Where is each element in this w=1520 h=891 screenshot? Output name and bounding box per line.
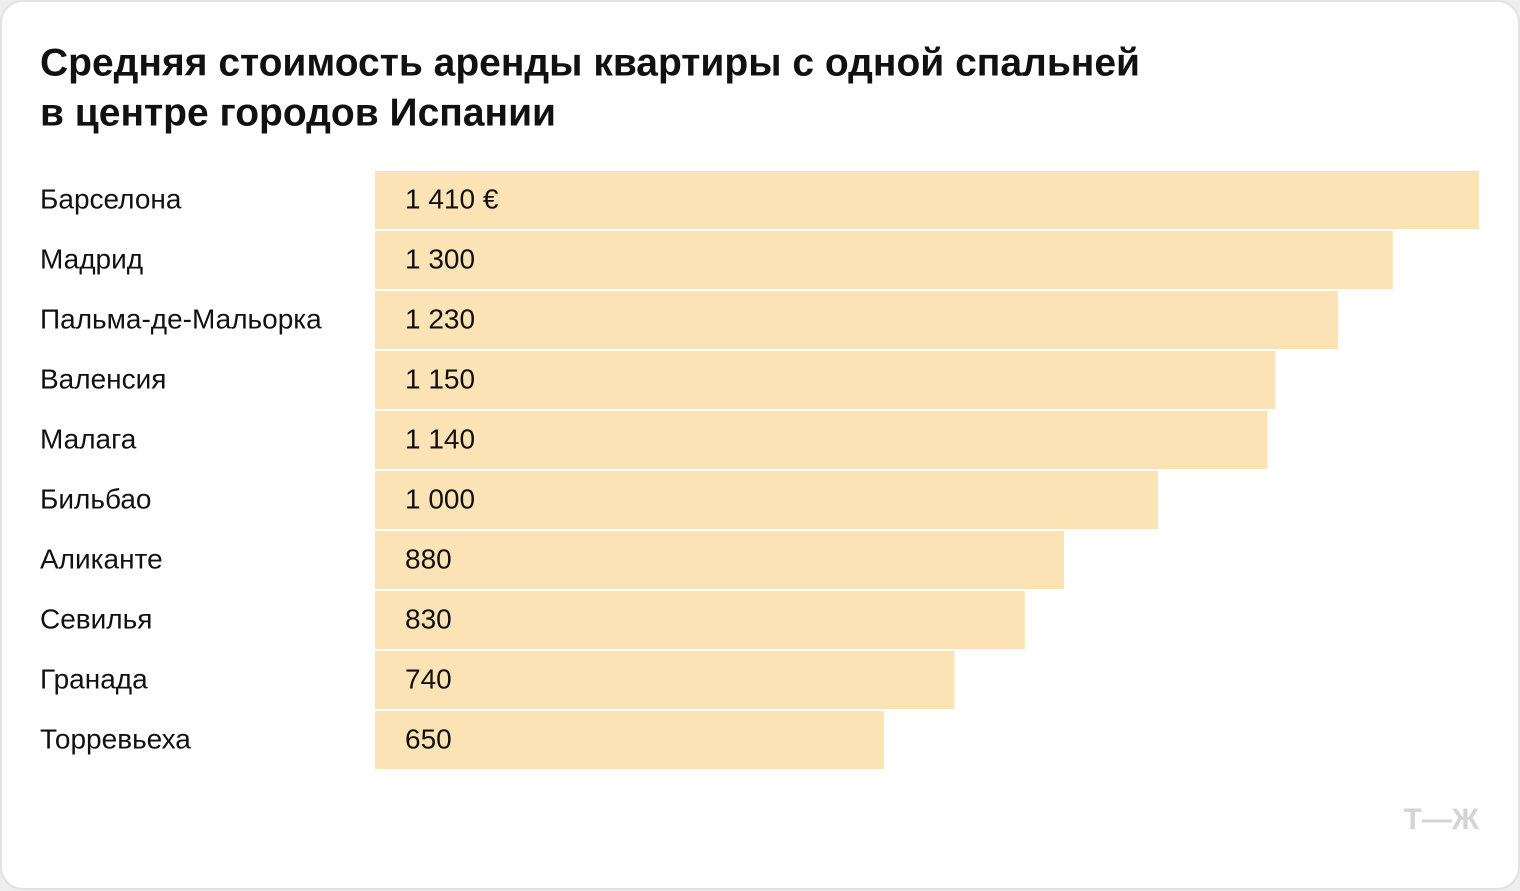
chart-title: Средняя стоимость аренды квартиры с одно… <box>40 41 1140 84</box>
category-label: Торревьеха <box>40 723 191 754</box>
logo: Т—Ж <box>1404 803 1480 836</box>
bar <box>375 471 1158 529</box>
category-label: Малага <box>40 423 137 454</box>
bar <box>375 591 1025 649</box>
value-label: 1 410 € <box>405 183 499 214</box>
bar <box>375 531 1065 589</box>
value-label: 1 230 <box>405 303 475 334</box>
category-label: Мадрид <box>40 243 143 274</box>
value-label: 1 300 <box>405 243 475 274</box>
bar <box>375 291 1339 349</box>
value-label: 880 <box>405 543 452 574</box>
value-label: 740 <box>405 663 452 694</box>
bar <box>375 171 1479 229</box>
category-label: Гранада <box>40 663 148 694</box>
bar <box>375 231 1393 289</box>
category-label: Аликанте <box>40 543 163 574</box>
bar <box>375 651 955 709</box>
value-label: 650 <box>405 723 452 754</box>
bar <box>375 711 884 769</box>
value-label: 1 140 <box>405 423 475 454</box>
value-label: 830 <box>405 603 452 634</box>
value-label: 1 150 <box>405 363 475 394</box>
value-label: 1 000 <box>405 483 475 514</box>
category-label: Пальма-де-Мальорка <box>40 303 322 334</box>
category-label: Севилья <box>40 603 152 634</box>
bar <box>375 351 1276 409</box>
category-label: Барселона <box>40 183 182 214</box>
bar <box>375 411 1268 469</box>
chart-title: в центре городов Испании <box>40 91 556 134</box>
category-label: Валенсия <box>40 363 166 394</box>
category-label: Бильбао <box>40 483 151 514</box>
